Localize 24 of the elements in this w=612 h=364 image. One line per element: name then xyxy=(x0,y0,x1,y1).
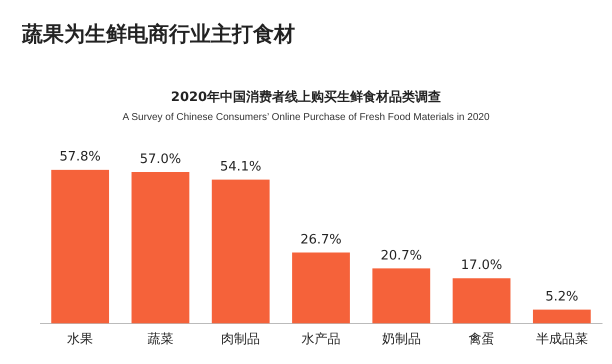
text: 蔬果为生鲜电商行业主打食材 xyxy=(22,21,295,48)
data-label: 57.0% xyxy=(140,152,182,167)
data-label: 26.7% xyxy=(300,232,342,248)
chart-title: 2020年中国消费者线上购买生鲜食材品类调查 xyxy=(170,89,442,106)
chart-subtitle: A Survey of Chinese Consumers’ Online Purchase of Fresh Food Materials in 2020 xyxy=(121,112,491,123)
bar xyxy=(51,170,110,324)
data-label: 57.8% xyxy=(59,150,101,165)
data-label: 17.0% xyxy=(460,258,502,274)
bar xyxy=(292,252,350,324)
x-tick-label: 禽蛋 xyxy=(468,330,495,346)
bar xyxy=(372,268,430,324)
x-tick-label: 半成品菜 xyxy=(536,330,588,346)
bar xyxy=(452,278,510,324)
bar xyxy=(132,172,190,324)
x-tick-label: 水产品 xyxy=(302,330,340,346)
data-label: 5.2% xyxy=(545,289,578,304)
x-tick-label: 水果 xyxy=(67,330,94,346)
data-label: 54.1% xyxy=(220,160,262,175)
bar xyxy=(212,180,270,324)
x-tick-label: 肉制品 xyxy=(221,330,260,346)
x-tick-label: 蔬菜 xyxy=(147,330,174,346)
data-label: 20.7% xyxy=(380,248,422,264)
x-tick-label: 奶制品 xyxy=(382,330,421,346)
bar xyxy=(532,310,591,324)
